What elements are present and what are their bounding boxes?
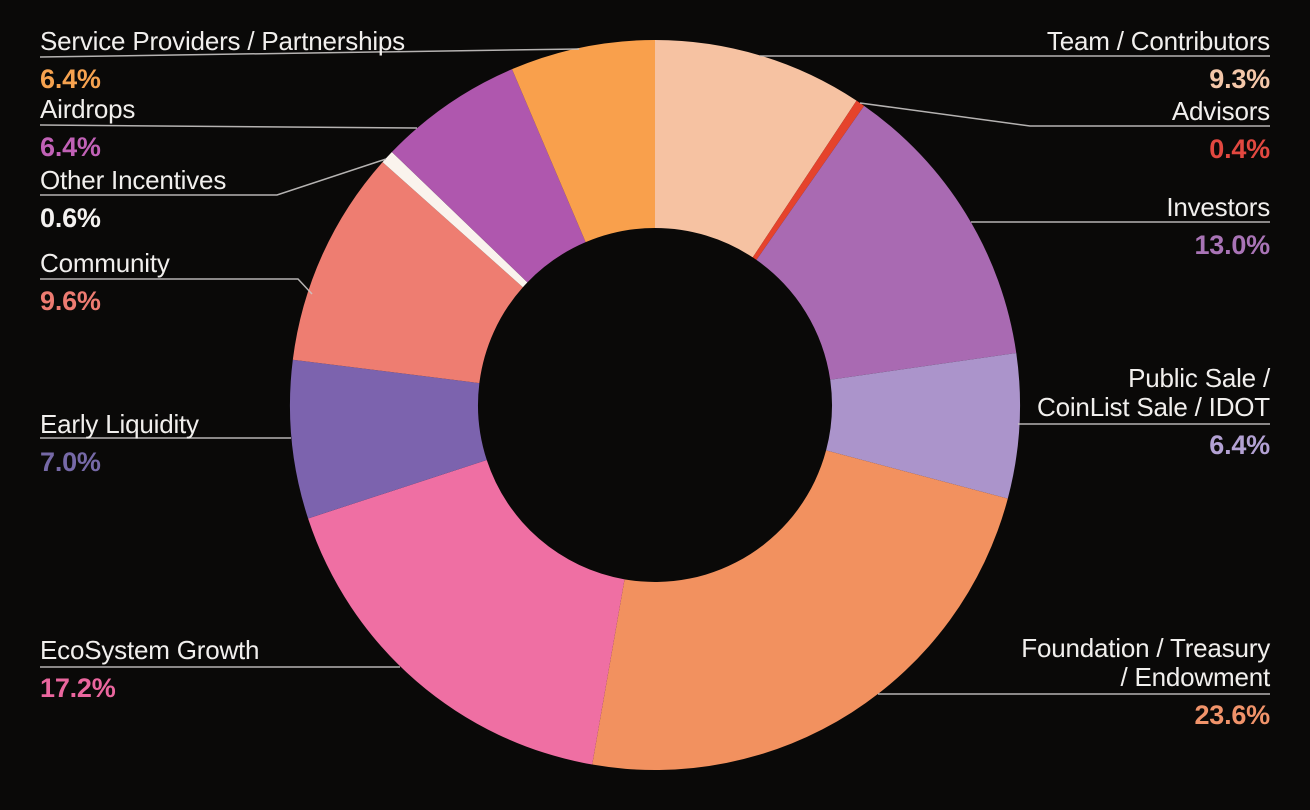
label-pct: 6.4%	[1209, 430, 1270, 460]
label-pct: 0.4%	[1209, 134, 1270, 164]
leader-line-airdrops	[39, 124, 418, 129]
label-text: Team / Contributors	[1046, 26, 1270, 56]
label-airdrops: Airdrops 6.4%	[40, 95, 135, 162]
label-text: Community	[40, 248, 170, 278]
donut-segments	[290, 40, 1020, 770]
label-text: Airdrops	[40, 94, 136, 124]
label-text: Other Incentives	[40, 165, 227, 195]
label-pct: 23.6%	[1194, 700, 1270, 730]
label-text: Advisors	[1171, 96, 1270, 126]
leader-line-advisors	[859, 102, 1270, 127]
label-text-line-1: Foundation / Treasury	[1021, 633, 1270, 663]
label-pct: 6.4%	[40, 64, 101, 94]
label-text: Investors	[1166, 192, 1270, 222]
label-investors: Investors 13.0%	[1166, 193, 1270, 260]
label-advisors: Advisors 0.4%	[1172, 97, 1270, 164]
segment-ecosystem-growth	[308, 460, 625, 765]
segment-public-sale-coinlist-sale-idot	[826, 352, 1020, 499]
label-early-liquidity: Early Liquidity 7.0%	[40, 410, 199, 477]
label-team-contributors: Team / Contributors 9.3%	[1047, 27, 1270, 94]
leader-lines	[39, 48, 1270, 695]
segment-community	[292, 162, 523, 384]
label-pct: 0.6%	[40, 203, 101, 233]
label-text-line-2: / Endowment	[1120, 662, 1270, 692]
label-other-incentives: Other Incentives 0.6%	[40, 166, 226, 233]
segment-foundation-treasury-endowment	[592, 450, 1008, 770]
label-pct: 7.0%	[40, 447, 101, 477]
label-text-line-2: CoinList Sale / IDOT	[1037, 392, 1270, 422]
label-pct: 6.4%	[40, 132, 101, 162]
label-pct: 13.0%	[1194, 230, 1270, 260]
label-pct: 9.3%	[1209, 64, 1270, 94]
label-text-line-1: Public Sale /	[1128, 363, 1270, 393]
label-public-sale: Public Sale / CoinList Sale / IDOT 6.4%	[1037, 364, 1270, 460]
leader-line-other-incentives	[40, 158, 387, 196]
label-service-providers: Service Providers / Partnerships 6.4%	[40, 27, 405, 94]
label-pct: 17.2%	[40, 673, 116, 703]
label-text: Early Liquidity	[40, 409, 199, 439]
label-community: Community 9.6%	[40, 249, 170, 316]
label-text: EcoSystem Growth	[40, 635, 260, 665]
leader-line-community	[40, 278, 313, 295]
segment-team-contributors	[655, 40, 857, 258]
segment-investors	[756, 105, 1017, 380]
segment-service-providers-partnerships	[512, 40, 655, 243]
label-text: Service Providers / Partnerships	[40, 26, 405, 56]
leader-line-service-providers	[39, 48, 580, 58]
segment-early-liquidity	[290, 359, 487, 519]
label-ecosystem-growth: EcoSystem Growth 17.2%	[40, 635, 260, 703]
label-pct: 9.6%	[40, 286, 101, 316]
segment-advisors	[752, 100, 865, 260]
segment-airdrops	[391, 69, 586, 283]
segment-other-incentives	[382, 152, 528, 288]
label-foundation: Foundation / Treasury / Endowment 23.6%	[1021, 634, 1270, 730]
